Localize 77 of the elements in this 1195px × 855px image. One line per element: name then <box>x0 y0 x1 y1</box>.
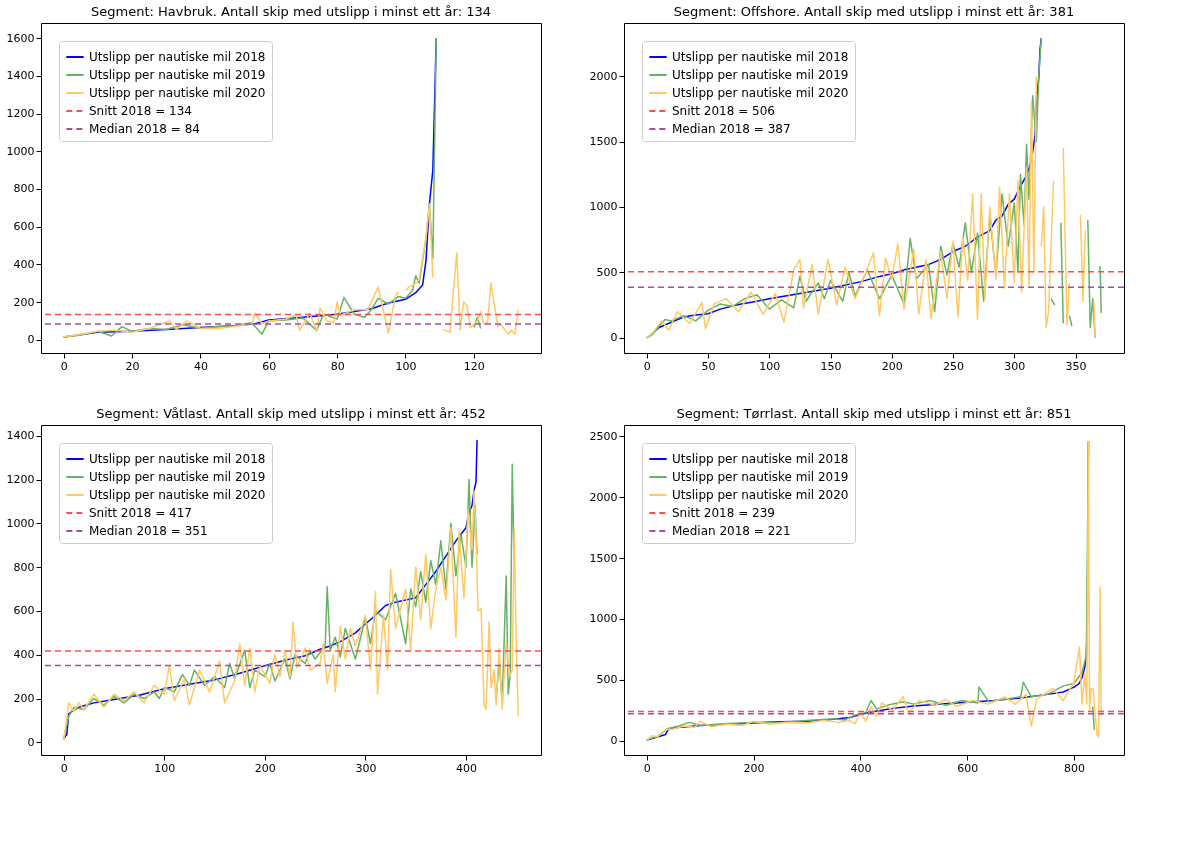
x-tick-label: 100 <box>395 359 417 373</box>
x-tick-label: 200 <box>743 761 765 775</box>
legend-label: Snitt 2018 = 134 <box>89 104 192 118</box>
legend-label: Utslipp per nautiske mil 2020 <box>672 488 849 502</box>
chart-title: Segment: Våtlast. Antall skip med utslipp i minst ett år: 452 <box>96 406 486 421</box>
y-tick-label: 1000 <box>6 516 35 530</box>
x-tick-label: 300 <box>355 761 377 775</box>
legend-label: Snitt 2018 = 239 <box>672 506 775 520</box>
legend-label: Utslipp per nautiske mil 2020 <box>89 488 266 502</box>
x-tick-label: 350 <box>1065 359 1087 373</box>
x-tick-label: 600 <box>957 761 979 775</box>
legend-label: Median 2018 = 387 <box>672 122 791 136</box>
y-tick-label: 600 <box>13 604 35 618</box>
legend-label: Utslipp per nautiske mil 2019 <box>672 68 849 82</box>
legend-label: Utslipp per nautiske mil 2018 <box>89 50 266 64</box>
y-tick-label: 200 <box>13 295 35 309</box>
y-tick-label: 400 <box>13 648 35 662</box>
y-tick-label: 1400 <box>6 429 35 443</box>
chart-title: Segment: Tørrlast. Antall skip med utslipp i minst ett år: 851 <box>676 406 1072 421</box>
x-tick-label: 50 <box>701 359 716 373</box>
x-tick-label: 400 <box>455 761 477 775</box>
x-tick-label: 250 <box>943 359 965 373</box>
y-tick-label: 500 <box>596 673 618 687</box>
legend-label: Median 2018 = 351 <box>89 524 208 538</box>
legend-label: Utslipp per nautiske mil 2018 <box>89 452 266 466</box>
x-tick-label: 300 <box>1004 359 1026 373</box>
x-tick-label: 20 <box>125 359 140 373</box>
y-tick-label: 800 <box>13 560 35 574</box>
y-tick-label: 1000 <box>589 612 618 626</box>
x-tick-label: 0 <box>60 359 68 373</box>
y-tick-label: 2500 <box>589 429 618 443</box>
chart-title: Segment: Offshore. Antall skip med utslipp i minst ett år: 381 <box>673 4 1075 19</box>
legend-label: Snitt 2018 = 506 <box>672 104 775 118</box>
legend-label: Utslipp per nautiske mil 2020 <box>89 86 266 100</box>
x-tick-label: 150 <box>820 359 842 373</box>
x-tick-label: 200 <box>881 359 903 373</box>
x-tick-label: 80 <box>330 359 345 373</box>
y-tick-label: 1200 <box>6 107 35 121</box>
y-tick-label: 0 <box>610 734 618 748</box>
x-tick-label: 0 <box>643 359 651 373</box>
legend-label: Snitt 2018 = 417 <box>89 506 192 520</box>
x-tick-label: 0 <box>60 761 68 775</box>
y-tick-label: 1500 <box>589 551 618 565</box>
y-tick-label: 1200 <box>6 473 35 487</box>
chart-title: Segment: Havbruk. Antall skip med utslipp i minst ett år: 134 <box>91 4 491 19</box>
legend-label: Utslipp per nautiske mil 2020 <box>672 86 849 100</box>
y-tick-label: 2000 <box>589 69 618 83</box>
y-tick-label: 2000 <box>589 490 618 504</box>
x-tick-label: 100 <box>154 761 176 775</box>
x-tick-label: 0 <box>643 761 651 775</box>
x-tick-label: 800 <box>1064 761 1086 775</box>
legend-label: Utslipp per nautiske mil 2018 <box>672 50 849 64</box>
legend-label: Median 2018 = 84 <box>89 122 200 136</box>
y-tick-label: 0 <box>610 331 618 345</box>
x-tick-label: 120 <box>463 359 485 373</box>
legend-label: Utslipp per nautiske mil 2019 <box>672 470 849 484</box>
legend-label: Utslipp per nautiske mil 2019 <box>89 68 266 82</box>
y-tick-label: 0 <box>27 735 35 749</box>
y-tick-label: 800 <box>13 182 35 196</box>
y-tick-label: 1000 <box>6 144 35 158</box>
y-tick-label: 500 <box>596 265 618 279</box>
x-tick-label: 60 <box>262 359 277 373</box>
x-tick-label: 100 <box>759 359 781 373</box>
y-tick-label: 400 <box>13 257 35 271</box>
y-tick-label: 1600 <box>6 31 35 45</box>
y-tick-label: 600 <box>13 220 35 234</box>
x-tick-label: 40 <box>193 359 208 373</box>
y-tick-label: 1500 <box>589 135 618 149</box>
y-tick-label: 200 <box>13 692 35 705</box>
y-tick-label: 1000 <box>589 200 618 214</box>
y-tick-label: 1400 <box>6 69 35 83</box>
legend-label: Median 2018 = 221 <box>672 524 791 538</box>
x-tick-label: 200 <box>254 761 276 775</box>
legend-label: Utslipp per nautiske mil 2018 <box>672 452 849 466</box>
y-tick-label: 0 <box>27 333 35 347</box>
legend-label: Utslipp per nautiske mil 2019 <box>89 470 266 484</box>
x-tick-label: 400 <box>850 761 872 775</box>
